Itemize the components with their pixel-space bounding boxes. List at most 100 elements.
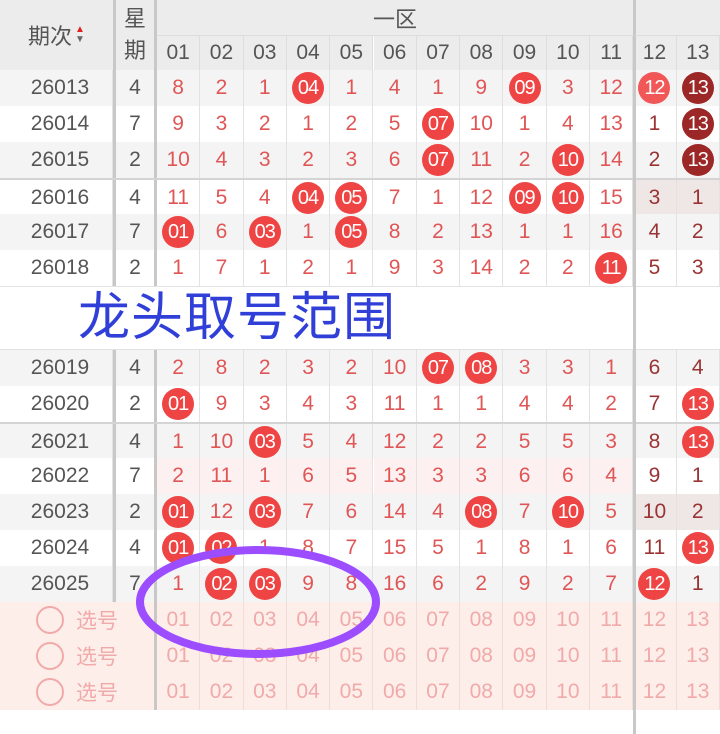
pick-number-02[interactable]: 02 [200,674,243,710]
number-cell-06: 4 [374,70,417,106]
radio-circle-icon[interactable] [36,642,64,670]
pick-number-05[interactable]: 05 [330,602,373,638]
pick-number-10[interactable]: 10 [547,602,590,638]
pick-number-03[interactable]: 03 [244,674,287,710]
number-cell-05: 05 [330,180,373,216]
number-cell-13: 13 [677,424,720,460]
pick-number-10[interactable]: 10 [547,638,590,674]
pick-number-07[interactable]: 07 [417,674,460,710]
number-cell-13: 4 [677,350,720,386]
number-cell-12: 5 [633,250,676,286]
number-cell-07: 2 [417,424,460,460]
pick-number-13[interactable]: 13 [677,638,720,674]
radio-circle-icon[interactable] [36,606,64,634]
number-cell-02: 2 [200,70,243,106]
pick-number-11[interactable]: 11 [590,638,633,674]
number-cell-02: 8 [200,350,243,386]
number-cell-11: 1 [590,350,633,386]
number-cell-08: 1 [460,386,503,422]
number-cell-13: 13 [677,142,720,178]
pick-number-06[interactable]: 06 [374,674,417,710]
pick-number-07[interactable]: 07 [417,602,460,638]
pick-number-08[interactable]: 08 [460,674,503,710]
pick-number-10[interactable]: 10 [547,674,590,710]
zone1-label: 一区 [373,2,417,34]
pick-number-01[interactable]: 01 [157,638,200,674]
number-cell-05: 2 [330,106,373,142]
week-cell: 4 [113,70,157,106]
annotation-text: 龙头取号范围 [78,289,396,347]
number-cell-13: 13 [677,70,720,106]
pick-number-06[interactable]: 06 [374,638,417,674]
number-cell-02: 5 [200,180,243,216]
pick-number-04[interactable]: 04 [287,638,330,674]
column-header-02: 02 [200,36,243,70]
pick-number-03[interactable]: 03 [244,602,287,638]
period-header-label: 期次 [28,19,72,51]
number-cell-01: 2 [157,350,200,386]
pick-number-08[interactable]: 08 [460,602,503,638]
number-cell-01: 8 [157,70,200,106]
week-cell: 4 [113,424,157,460]
column-header-05: 05 [330,36,373,70]
column-header-06: 06 [374,36,417,70]
pick-number-08[interactable]: 08 [460,638,503,674]
pick-number-02[interactable]: 02 [200,638,243,674]
period-header[interactable]: 期次 ▲▼ [0,0,113,70]
number-cell-03: 4 [244,180,287,216]
table-row: 26023201120376144087105102 [0,494,720,530]
zone1-header: 一区 [157,0,633,36]
pick-number-06[interactable]: 06 [374,602,417,638]
number-cell-11: 3 [590,424,633,460]
number-cell-10: 1 [547,214,590,250]
pick-number-05[interactable]: 05 [330,638,373,674]
pick-number-12[interactable]: 12 [633,638,676,674]
sort-up-down-icon[interactable]: ▲▼ [75,25,85,45]
drawn-number-ball: 02 [205,568,237,600]
number-cell-02: 7 [200,250,243,286]
pick-number-12[interactable]: 12 [633,602,676,638]
table-row: 260134821041419093121213 [0,70,720,106]
number-cell-01: 1 [157,566,200,602]
pick-number-04[interactable]: 04 [287,674,330,710]
pick-number-11[interactable]: 11 [590,674,633,710]
drawn-number-ball: 03 [249,426,281,458]
number-cell-12: 1 [633,106,676,142]
radio-circle-icon[interactable] [36,678,64,706]
pick-number-05[interactable]: 05 [330,674,373,710]
select-number-button[interactable]: 选号 [0,674,157,710]
zone2-header [633,0,720,36]
drawn-number-ball: 13 [682,108,714,140]
pick-number-09[interactable]: 09 [503,602,546,638]
number-cell-12: 4 [633,214,676,250]
pick-number-01[interactable]: 01 [157,674,200,710]
period-cell: 26021 [0,424,113,460]
pick-number-09[interactable]: 09 [503,638,546,674]
drawn-number-ball: 07 [422,352,454,384]
number-cell-09: 5 [503,424,546,460]
number-cell-04: 4 [287,386,330,422]
pick-number-07[interactable]: 07 [417,638,460,674]
pick-number-09[interactable]: 09 [503,674,546,710]
number-cell-09: 9 [503,566,546,602]
pick-number-01[interactable]: 01 [157,602,200,638]
pick-number-02[interactable]: 02 [200,602,243,638]
pick-number-11[interactable]: 11 [590,602,633,638]
pick-number-03[interactable]: 03 [244,638,287,674]
select-number-button[interactable]: 选号 [0,638,157,674]
number-cell-09: 2 [503,250,546,286]
drawn-number-ball: 07 [422,144,454,176]
number-cell-11: 5 [590,494,633,530]
pick-number-12[interactable]: 12 [633,674,676,710]
pick-number-13[interactable]: 13 [677,674,720,710]
select-number-button[interactable]: 选号 [0,602,157,638]
number-cell-09: 2 [503,142,546,178]
number-cell-10: 10 [547,142,590,178]
pick-number-13[interactable]: 13 [677,602,720,638]
pick-number-04[interactable]: 04 [287,602,330,638]
number-cell-01: 10 [157,142,200,178]
table-row: 2601521043236071121014213 [0,142,720,178]
number-cell-07: 2 [417,214,460,250]
drawn-number-ball: 08 [465,352,497,384]
number-cell-07: 4 [417,494,460,530]
